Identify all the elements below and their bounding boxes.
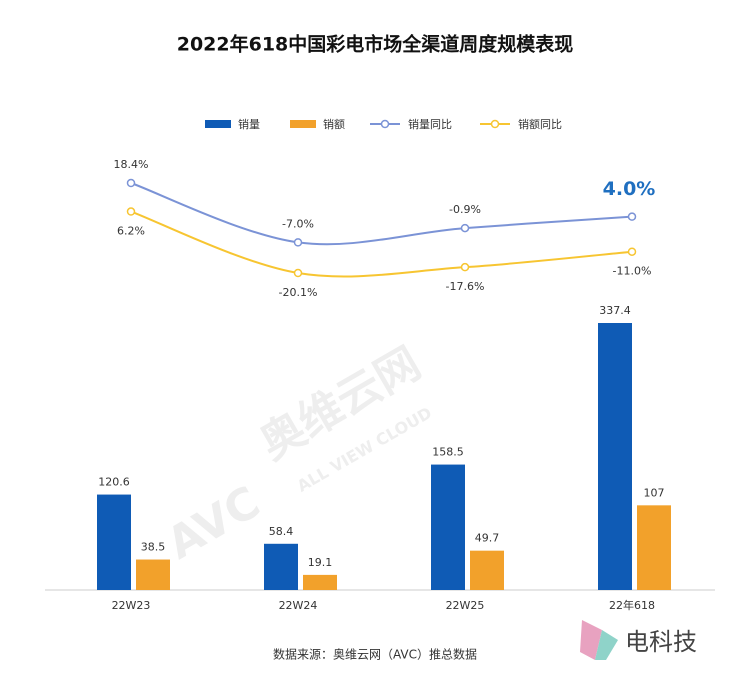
line-marker [627,212,637,221]
line [130,182,633,246]
bar [264,543,298,590]
bar-value-label: 49.7 [475,532,500,545]
line-marker [627,247,637,256]
line-marker [293,268,303,278]
line-marker [126,207,136,216]
legend-swatch [205,120,231,128]
legend-swatch [290,120,316,128]
bar [598,323,632,590]
line-marker [460,262,470,272]
legend-marker [380,119,390,129]
bar-value-label: 58.4 [269,525,294,538]
line-value-label: 6.2% [117,225,145,238]
bar-value-label: 107 [644,486,665,499]
line-value-label: -11.0% [613,265,652,278]
line-value-label: -0.9% [449,203,481,216]
bar [431,464,465,590]
bar-value-label: 120.6 [98,476,130,489]
line-marker [126,178,136,188]
logo-icon [595,630,618,660]
line [130,210,633,278]
logo-icon [580,620,602,660]
line-value-label: 18.4% [114,158,149,171]
x-tick-label: 22W24 [279,599,318,612]
source: 数据来源：奥维云网（AVC）推总数据 [273,647,477,662]
line-marker [293,238,303,247]
legend-marker [490,119,500,129]
watermark: AVC [159,477,269,570]
logo-text: 电科技 [625,628,697,656]
bar-value-label: 337.4 [599,304,631,317]
chart-title: 2022年618中国彩电市场全渠道周度规模表现 [177,33,574,56]
legend-label: 销额同比 [518,117,562,131]
bar-value-label: 38.5 [141,541,166,554]
line-value-label: 4.0% [603,178,656,200]
legend-label: 销额 [323,117,345,131]
line-value-label: -20.1% [279,286,318,299]
bar-value-label: 158.5 [432,446,464,459]
x-tick-label: 22年618 [609,598,655,612]
bar [637,505,671,590]
line-value-label: -7.0% [282,217,314,230]
bar [97,494,131,590]
line-marker [460,223,470,233]
x-tick-label: 22W25 [446,599,485,612]
x-tick-label: 22W23 [112,599,151,612]
bar [136,559,170,590]
legend-label: 销量同比 [408,117,452,131]
bar [470,550,504,590]
line-value-label: -17.6% [446,280,485,293]
legend-label: 销量 [238,117,260,131]
bar [303,574,337,590]
watermark: 奥维云网 [251,338,429,470]
bar-value-label: 19.1 [308,556,333,569]
